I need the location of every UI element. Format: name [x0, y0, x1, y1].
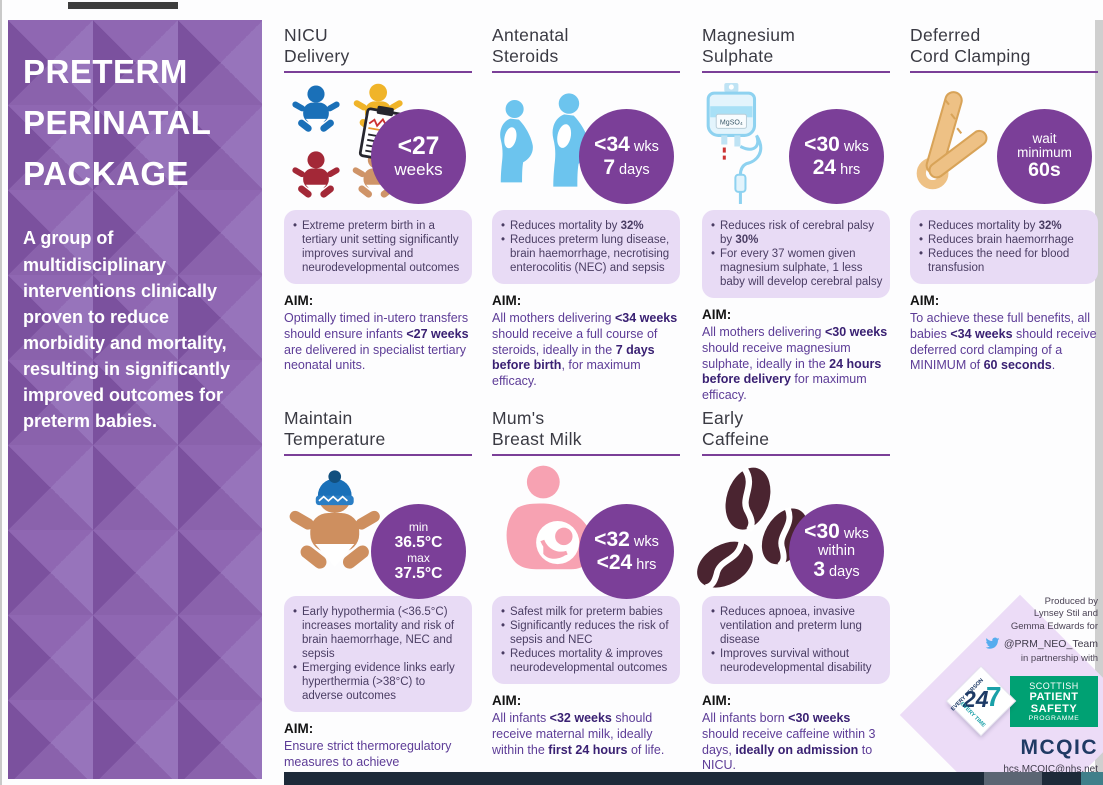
card-nicu-delivery: NICU Delivery <27 weeks: [284, 25, 472, 374]
top-scrollbar-thumb[interactable]: [68, 2, 178, 9]
twitter-icon: [985, 636, 1000, 651]
scrollbar-corner-segment[interactable]: [1081, 772, 1103, 785]
bullet: Extreme preterm birth in a tertiary unit…: [291, 219, 465, 275]
bullet: Reduces the need for blood transfusion: [917, 247, 1091, 275]
bullet: Reduces risk of cerebral palsy by 30%: [709, 219, 883, 247]
card-title: Antenatal Steroids: [492, 25, 569, 66]
title-underline: [702, 71, 890, 73]
bullet: Reduces apnoea, invasive ventilation and…: [709, 605, 883, 647]
aim-label: AIM:: [492, 293, 522, 309]
aim-text: All mothers delivering <34 weeks should …: [492, 311, 678, 389]
badge-27-weeks: <27 weeks: [371, 109, 466, 204]
bullet: Significantly reduces the risk of sepsis…: [499, 619, 673, 647]
bullet: Early hypothermia (<36.5°C) increases mo…: [291, 605, 465, 661]
card-maintain-temperature: Maintain Temperature min 36.5°C max 37.5…: [284, 408, 472, 785]
benefit-bullets: Reduces apnoea, invasive ventilation and…: [702, 596, 890, 685]
card-title: Maintain Temperature: [284, 408, 386, 449]
mcqic-wordmark: MCQIC: [1020, 736, 1098, 760]
poster-title: PRETERM PERINATAL PACKAGE: [23, 46, 247, 199]
aim-label: AIM:: [910, 293, 940, 309]
poster-title-line: PRETERM: [23, 53, 188, 90]
title-underline: [492, 454, 680, 456]
card-title: Early Caffeine: [702, 408, 770, 449]
iv-bag-icon: MgSO₄: [706, 83, 763, 204]
card-title: Magnesium Sulphate: [702, 25, 796, 66]
title-underline: [910, 71, 1098, 73]
badge-wait-minimum-60s: wait minimum 60s: [997, 109, 1092, 204]
card-antenatal-steroids: Antenatal Steroids <34 wks 7 days Reduce…: [492, 25, 680, 390]
title-underline: [492, 71, 680, 73]
logo-number-7: 7: [986, 681, 1002, 713]
bullet: Reduces mortality & improves neurodevelo…: [499, 647, 673, 675]
aim-label: AIM:: [284, 721, 314, 737]
credits-block: Produced by Lynsey Stil and Gemma Edward…: [906, 596, 1098, 785]
bullet: Reduces mortality by 32%: [499, 219, 673, 233]
bullet: Emerging evidence links early hypertherm…: [291, 661, 465, 703]
aim-text: Optimally timed in-utero transfers shoul…: [284, 311, 469, 373]
card-mums-breast-milk: Mum's Breast Milk <32 wks <24 hrs Safest…: [492, 408, 680, 758]
badge-temperature-range: min 36.5°C max 37.5°C: [371, 504, 466, 599]
breastfeeding-icon: [506, 465, 594, 570]
twitter-row: @PRM_NEO_Team: [906, 636, 1098, 651]
bullet: Reduces preterm lung disease, brain haem…: [499, 233, 673, 275]
benefit-bullets: Extreme preterm birth in a tertiary unit…: [284, 210, 472, 285]
aim-label: AIM:: [284, 293, 314, 309]
produced-by-line: Lynsey Stil and: [1033, 608, 1098, 620]
aim-text: All infants born <30 weeks should receiv…: [702, 711, 876, 773]
sidebar: PRETERM PERINATAL PACKAGE A group of mul…: [8, 20, 262, 779]
benefit-bullets: Reduces risk of cerebral palsy by 30% Fo…: [702, 210, 890, 299]
title-underline: [284, 71, 472, 73]
baby-hat-icon: [287, 470, 382, 572]
aim-text: To achieve these full benefits, all babi…: [910, 311, 1097, 373]
aim-text: All mothers delivering <30 weeks should …: [702, 325, 888, 403]
horizontal-scrollbar-thumb[interactable]: [984, 772, 1042, 785]
badge-30-weeks-3-days: <30 wks within 3 days: [789, 504, 884, 599]
left-window-edge: [0, 0, 2, 785]
badge-34-weeks-7-days: <34 wks 7 days: [579, 109, 674, 204]
title-underline: [284, 454, 472, 456]
partnership-text: in partnership with: [1020, 653, 1098, 665]
bullet: For every 37 women given magnesium sulph…: [709, 247, 883, 289]
aim-label: AIM:: [702, 693, 732, 709]
card-title: NICU Delivery: [284, 25, 350, 66]
benefit-bullets: Safest milk for preterm babies Significa…: [492, 596, 680, 685]
vertical-scrollbar-track[interactable]: [1095, 20, 1103, 772]
card-title: Mum's Breast Milk: [492, 408, 582, 449]
title-underline: [702, 454, 890, 456]
badge-30-weeks-24-hrs: <30 wks 24 hrs: [789, 109, 884, 204]
spsp-green-logo: SCOTTISH PATIENT SAFETY PROGRAMME: [1010, 675, 1098, 727]
bullet: Reduces brain haemorrhage: [917, 233, 1091, 247]
produced-by-line: Produced by: [1044, 596, 1098, 607]
card-title: Deferred Cord Clamping: [910, 25, 1031, 66]
badge-32-weeks-24-hrs: <32 wks <24 hrs: [579, 504, 674, 599]
aim-label: AIM:: [702, 307, 732, 323]
logo-number-24: 24: [963, 686, 989, 713]
poster-title-line: PERINATAL: [23, 104, 212, 142]
card-deferred-cord-clamping: Deferred Cord Clamping wait minimum 60s …: [910, 25, 1098, 374]
twitter-handle: @PRM_NEO_Team: [1003, 637, 1098, 650]
bullet: Safest milk for preterm babies: [499, 605, 673, 619]
poster-title-line: PACKAGE: [23, 155, 190, 193]
benefit-bullets: Reduces mortality by 32% Reduces brain h…: [910, 210, 1098, 285]
contact-email: hcs.MCQIC@nhs.net: [1003, 764, 1098, 776]
benefit-bullets: Reduces mortality by 32% Reduces preterm…: [492, 210, 680, 285]
spsp-247-diamond-logo: EVERY PERSON 24 7 EVERY TIME: [947, 667, 1015, 735]
aim-text: All infants <32 weeks should receive mat…: [492, 711, 665, 757]
cord-clamp-icon: [916, 91, 988, 190]
iv-bag-label: MgSO₄: [720, 119, 743, 126]
bullet: Improves survival without neurodevelopme…: [709, 647, 883, 675]
horizontal-scrollbar-track[interactable]: [284, 772, 1103, 785]
aim-label: AIM:: [492, 693, 522, 709]
card-magnesium-sulphate: Magnesium Sulphate MgSO₄ <30 wks: [702, 25, 890, 404]
card-early-caffeine: Early Caffeine <30 wks within 3 days Red…: [702, 408, 890, 774]
produced-by-line: Gemma Edwards for: [1010, 620, 1098, 632]
benefit-bullets: Early hypothermia (<36.5°C) increases mo…: [284, 596, 472, 713]
logo-row: EVERY PERSON 24 7 EVERY TIME SCOTTISH PA…: [906, 667, 1098, 735]
bullet: Reduces mortality by 32%: [917, 219, 1091, 233]
poster-description: A group of multidisciplinary interventio…: [23, 228, 231, 432]
